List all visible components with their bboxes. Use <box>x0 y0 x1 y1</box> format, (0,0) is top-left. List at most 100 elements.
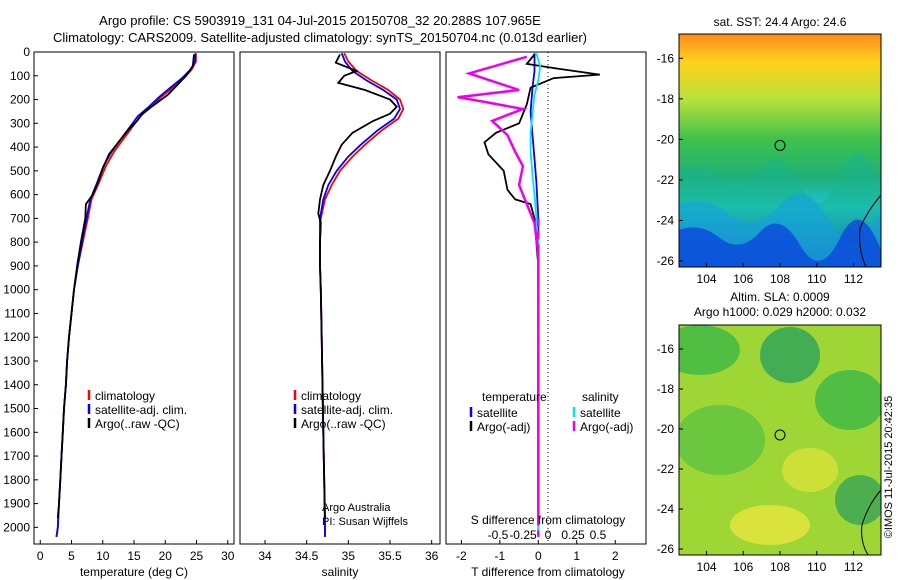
map-lat-label: -22 <box>657 462 675 476</box>
x-tick-label: 30 <box>221 549 235 563</box>
sla-map-subtitle: Argo h1000: 0.029 h2000: 0.032 <box>694 305 866 319</box>
series-line <box>55 53 197 538</box>
imos-credit: ©IMOS 11-Jul-2015 20:42:35 <box>883 396 895 538</box>
sst-map-title: sat. SST: 24.4 Argo: 24.6 <box>714 15 847 29</box>
legend-label: satellite <box>580 406 621 420</box>
x-tick-label: 35 <box>342 549 356 563</box>
s-tick-label: 0.25 <box>561 528 585 542</box>
header-line-1: Argo profile: CS 5903919_131 04-Jul-2015… <box>99 13 541 28</box>
depth-axis: 0 100 200 300 400 500 600 700 800 900 1000 1100 1200… <box>3 45 38 534</box>
salinity-curves <box>317 52 405 537</box>
x-tick-label: -2 <box>456 549 467 563</box>
x-tick-label: 2 <box>612 549 619 563</box>
series-line <box>529 52 542 537</box>
x-tick-label: 36 <box>425 549 439 563</box>
x-tick-label: 1 <box>573 549 580 563</box>
series-line <box>317 53 398 518</box>
x-tick-label: 34 <box>258 549 272 563</box>
series-line <box>319 52 405 537</box>
legend-label: Argo(..raw -QC) <box>301 417 386 431</box>
legend-label: satellite <box>477 406 518 420</box>
sla-high-1 <box>782 448 838 492</box>
legend-label: climatology <box>95 389 155 403</box>
sla-high-2 <box>730 505 810 545</box>
x-tick-label: 0 <box>37 549 44 563</box>
legend-label: Argo(-adj) <box>580 420 633 434</box>
difference-frame <box>445 51 647 545</box>
map-lat-label: -16 <box>657 342 675 356</box>
s-diff-label: S difference from climatology <box>471 513 626 527</box>
map-lat-label: -18 <box>657 382 675 396</box>
sst-cold-patch <box>679 219 881 267</box>
legend-title-salinity: salinity <box>582 390 619 404</box>
sla-low-1 <box>679 325 740 375</box>
map-lon-label: 112 <box>844 560 863 574</box>
map-lon-label: 106 <box>733 272 753 286</box>
depth-tick-label: 1800 <box>3 473 30 487</box>
depth-tick-label: 100 <box>10 69 30 83</box>
map-lon-label: 110 <box>807 560 826 574</box>
sla-low-4 <box>679 405 765 475</box>
difference-legend: temperature salinitysatelliteArgo(-adj)sa… <box>469 390 633 434</box>
sla-low-3 <box>815 370 881 430</box>
x-tick-label: 34.5 <box>295 549 319 563</box>
depth-tick-label: 1000 <box>3 283 30 297</box>
argo-australia-label: Argo Australia <box>322 502 391 514</box>
legend-label: satellite-adj. clim. <box>301 403 393 417</box>
salinity-panel: 34 34.5 35 35.5 36 climatologysatellite-adj.… <box>239 51 441 579</box>
map-lat-label: -16 <box>657 51 675 65</box>
s-tick-label: 0.5 <box>590 528 607 542</box>
s-tick-label: -0.5 <box>488 528 509 542</box>
sla-map-title: Altim. SLA: 0.0009 <box>730 290 830 304</box>
x-tick-label: 20 <box>159 549 173 563</box>
sla-low-2 <box>760 327 820 383</box>
x-tick-label: 25 <box>190 549 204 563</box>
legend-label: Argo(..raw -QC) <box>95 417 180 431</box>
series-line <box>55 53 197 538</box>
legend-label: climatology <box>301 389 361 403</box>
salinity-xlabel: salinity <box>322 565 359 579</box>
sla-map-panel: Altim. SLA: 0.0009 Argo h1000: 0.029 h20… <box>657 290 882 574</box>
depth-tick-label: 1400 <box>3 378 30 392</box>
map-lat-label: -20 <box>657 132 675 146</box>
map-lon-label: 108 <box>770 272 790 286</box>
map-lat-label: -20 <box>657 422 675 436</box>
depth-tick-label: 1500 <box>3 402 30 416</box>
depth-tick-label: 200 <box>10 93 30 107</box>
map-lat-label: -18 <box>657 92 675 106</box>
depth-tick-label: 1100 <box>4 306 30 320</box>
legend-label: Argo(-adj) <box>477 420 530 434</box>
depth-tick-label: 300 <box>10 116 30 130</box>
sst-map-axes: 104 106 108 110 112 -16 -18 -20 -22 -24 -26 <box>657 51 864 286</box>
depth-tick-label: 1300 <box>3 354 30 368</box>
depth-tick-label: 1700 <box>3 449 30 463</box>
x-tick-label: 5 <box>68 549 75 563</box>
x-tick-label: -1 <box>495 549 506 563</box>
pi-label: PI: Susan Wijffels <box>322 516 408 528</box>
depth-tick-label: 800 <box>10 235 30 249</box>
depth-tick-label: 1600 <box>3 425 30 439</box>
series-line <box>483 53 600 518</box>
depth-tick-label: 1900 <box>3 497 30 511</box>
x-tick-label: 0 <box>535 549 542 563</box>
map-lat-label: -24 <box>657 502 675 516</box>
depth-tick-label: 700 <box>10 211 30 225</box>
map-lon-label: 108 <box>770 560 790 574</box>
map-lat-label: -26 <box>657 254 675 268</box>
depth-tick-label: 1200 <box>3 330 30 344</box>
sst-map-panel: sat. SST: 24.4 Argo: 24.6 104 106 108 110 11… <box>657 15 882 286</box>
legend-label: satellite-adj. clim. <box>95 403 187 417</box>
sst-coastline <box>859 194 881 267</box>
map-lon-label: 106 <box>733 560 753 574</box>
header-line-2: Climatology: CARS2009. Satellite-adjuste… <box>53 30 587 45</box>
depth-tick-label: 400 <box>10 140 30 154</box>
salinity-x-axis: 34 34.5 35 35.5 36 <box>258 540 439 563</box>
depth-tick-label: 600 <box>10 188 30 202</box>
difference-panel: -2 -1 0 1 2 -0.5 -0.25 0 0.25 0.5 temperature sal… <box>445 51 647 579</box>
map-lat-label: -24 <box>657 213 675 227</box>
map-lon-label: 104 <box>697 560 717 574</box>
series-line <box>457 55 540 518</box>
depth-tick-label: 500 <box>10 164 30 178</box>
